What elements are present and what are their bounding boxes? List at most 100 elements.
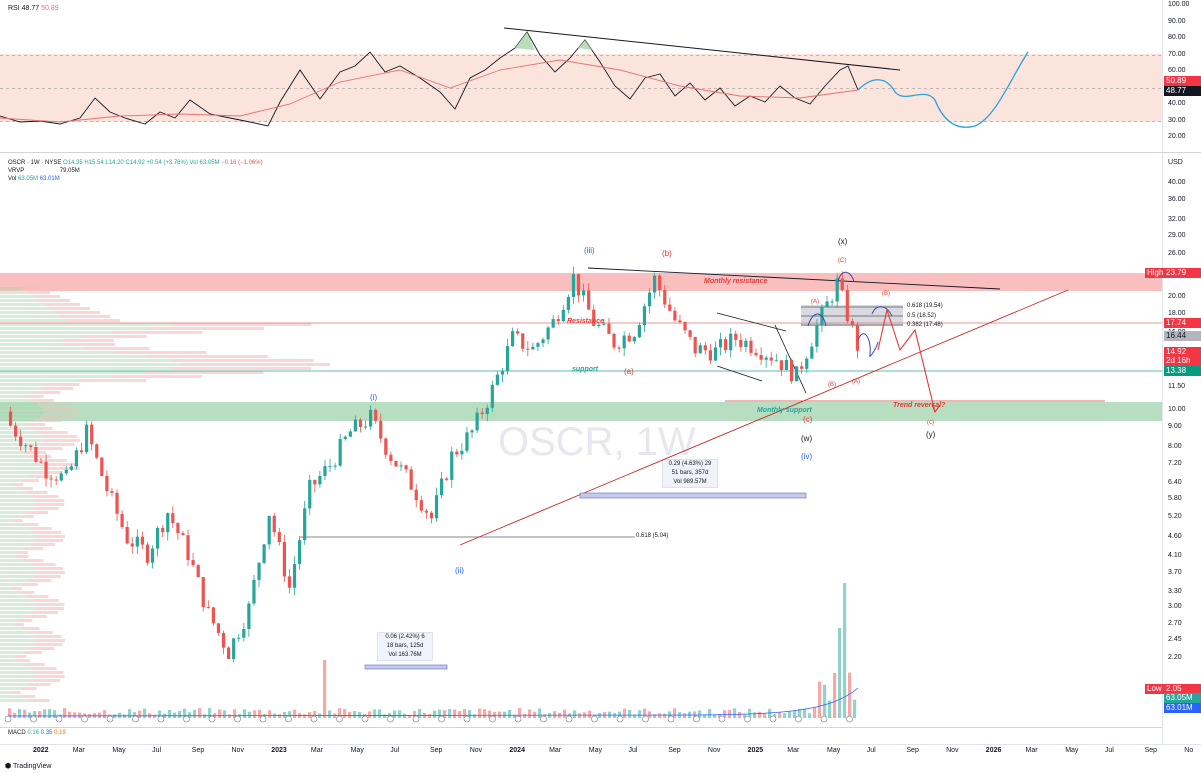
volume-bar <box>133 712 137 718</box>
earnings-marker-icon <box>514 715 522 723</box>
candle-body <box>379 420 383 439</box>
panel-divider[interactable] <box>0 152 1201 153</box>
earnings-marker-icon <box>259 715 267 723</box>
candle-body <box>404 465 408 470</box>
candle-body <box>830 301 834 303</box>
time-axis-tick: 2026 <box>985 747 1002 754</box>
price-scale-tick: 10.00 <box>1168 406 1186 414</box>
volume-bar <box>203 714 207 718</box>
volume-profile-bar-down <box>80 335 147 338</box>
high-label-tag: High <box>1145 268 1166 278</box>
volume-profile-bar-down <box>21 479 40 482</box>
time-axis-tick: 2023 <box>271 747 287 754</box>
projection-arc <box>807 313 827 327</box>
volume-bar <box>483 709 487 718</box>
candle-body <box>440 478 444 496</box>
macd-v2: 0.35 <box>40 730 53 736</box>
support-label: support <box>572 366 599 373</box>
volume-bar <box>323 660 327 718</box>
volume-profile-bar-up <box>0 351 114 354</box>
volume-profile-bar-down <box>37 431 68 434</box>
volume-profile-bar-down <box>27 683 51 686</box>
rsi-scale-tick: 60.00 <box>1168 67 1186 74</box>
price-scale-tick: 36.00 <box>1168 196 1186 204</box>
volume-ma-line <box>7 687 859 717</box>
volume-bar <box>443 710 447 718</box>
volume-profile-bar-down <box>23 651 42 654</box>
candle-body <box>181 533 185 536</box>
volume-profile-bar-down <box>26 511 48 514</box>
price-scale-tick: 32.00 <box>1168 215 1186 223</box>
volume-profile-bar-down <box>32 495 59 498</box>
price-chart[interactable] <box>0 0 1162 745</box>
candle-body <box>29 445 33 447</box>
earnings-marker-icon <box>30 715 37 723</box>
vol2-tag: 63.01M <box>1164 703 1201 713</box>
candle-body <box>576 274 581 296</box>
volume-bar <box>578 713 582 718</box>
candle-body <box>303 508 307 541</box>
vol-label[interactable]: Vol <box>8 176 17 182</box>
volume-bar <box>718 714 722 718</box>
volume-profile-bar-up <box>0 591 19 594</box>
volume-profile-bar-down <box>49 307 90 310</box>
candle-body <box>211 607 215 624</box>
macd-label[interactable]: MACD <box>8 730 26 736</box>
volume-profile-bar-down <box>28 427 53 430</box>
earnings-marker-icon <box>820 715 828 723</box>
volume-profile-bar-down <box>23 547 44 550</box>
volume-profile-bar-down <box>22 287 40 290</box>
volume-profile-bar-down <box>37 403 69 406</box>
volume-profile-bar-down <box>27 291 50 294</box>
tradingview-logo-icon[interactable]: ⬢ <box>5 763 12 770</box>
volume-profile-bar-down <box>18 515 34 518</box>
volume-bar <box>393 710 397 718</box>
volume-bar <box>813 707 817 718</box>
macd-legend: MACD 0.16 0.35 0.19 <box>8 730 66 736</box>
volume-bar <box>338 708 342 718</box>
volume-bar <box>803 709 807 718</box>
candle-body <box>333 465 337 467</box>
candle-body <box>764 357 768 360</box>
volume-bar <box>463 709 467 718</box>
time-axis-tick: 2022 <box>33 747 49 754</box>
volume-profile-bar-up <box>0 615 26 618</box>
earnings-marker-icon <box>234 715 241 723</box>
earnings-marker-icon <box>846 715 853 723</box>
volume-profile-bar-down <box>38 299 70 302</box>
vrvp-label[interactable]: VRVP <box>8 168 25 174</box>
countdown-tag: 2d 16h <box>1164 356 1201 366</box>
volume-profile-bar-up <box>0 403 38 406</box>
volume-bar <box>413 710 417 718</box>
volume-profile-bar-up <box>0 475 29 478</box>
volume-profile-bar-down <box>43 467 80 470</box>
symbol-line[interactable]: OSCR · 1W · NYSE <box>8 160 62 166</box>
rsi-panel[interactable]: RSI 48.77 50.89 <box>0 0 1162 152</box>
candle-body <box>343 436 347 440</box>
candle-body <box>125 526 129 544</box>
volume-profile-bar-down <box>26 491 48 494</box>
volume-bar <box>78 712 82 718</box>
volume-profile-bar-up <box>0 375 112 378</box>
price-scale-tick: 2.70 <box>1168 620 1182 628</box>
volume-profile-bar-up <box>0 655 15 658</box>
volume-profile-bar-down <box>33 679 61 682</box>
measure-range-bar <box>364 664 448 670</box>
candle-body <box>369 409 373 427</box>
volume-profile-bar-down <box>21 627 40 630</box>
macd-divider[interactable] <box>0 727 1162 728</box>
candle-body <box>784 359 789 371</box>
candle-body <box>39 461 43 463</box>
candle-body <box>161 527 165 533</box>
volume-bar <box>458 711 462 718</box>
price-scale-tick: 9.00 <box>1168 423 1182 431</box>
volume-profile-bar-down <box>20 583 38 586</box>
time-axis-tick: May <box>1065 747 1079 754</box>
candle-body <box>262 544 266 563</box>
candle-body <box>323 466 327 476</box>
volume-profile-bar-down <box>28 455 52 458</box>
volume-profile-bar-down <box>28 475 53 478</box>
volume-bar <box>653 714 657 718</box>
candle-body <box>678 320 682 323</box>
candle-body <box>257 562 261 580</box>
